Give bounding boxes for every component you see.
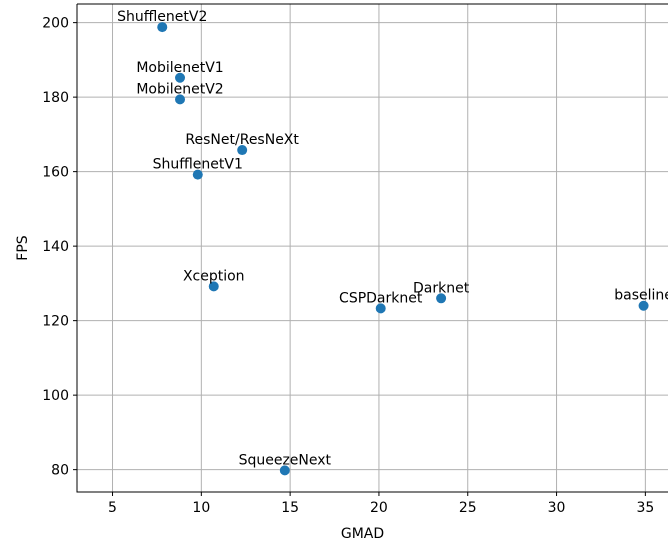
data-point-label: Darknet — [413, 280, 470, 296]
x-tick-label: 25 — [459, 500, 477, 516]
y-tick-label: 200 — [42, 16, 69, 32]
data-point — [237, 145, 248, 156]
x-tick-label: 30 — [548, 500, 566, 516]
x-tick-label: 35 — [636, 500, 654, 516]
data-point-label: baseline — [614, 288, 668, 304]
x-tick-label: 10 — [192, 500, 210, 516]
y-tick-label: 120 — [42, 314, 69, 330]
data-point-label: MobilenetV1 — [136, 60, 223, 76]
y-tick-label: 160 — [42, 165, 69, 181]
data-point — [175, 94, 186, 105]
data-point — [157, 22, 168, 33]
data-point-label: CSPDarknet — [339, 290, 423, 306]
data-point — [192, 169, 203, 180]
y-tick-label: 140 — [42, 239, 69, 255]
data-point — [279, 465, 290, 476]
y-tick-label: 180 — [42, 90, 69, 106]
data-point — [638, 300, 649, 311]
data-point — [208, 281, 219, 292]
x-axis-label: GMAD — [341, 526, 384, 542]
data-point — [436, 293, 447, 304]
axis-ticks: 5 10 15 20 25 30 35 80 100 120 140 160 180 200 — [42, 16, 654, 516]
x-tick-label: 15 — [281, 500, 299, 516]
y-axis-label: FPS — [15, 235, 31, 260]
plot-frame — [76, 3, 668, 493]
data-point — [175, 72, 186, 83]
data-point-label: ShufflenetV1 — [153, 157, 243, 173]
data-point-label: ResNet/ResNeXt — [185, 132, 299, 148]
grid-lines — [77, 4, 668, 492]
x-tick-label: 20 — [370, 500, 388, 516]
data-point-label: SqueezeNext — [239, 452, 332, 468]
x-tick-label: 5 — [108, 500, 117, 516]
data-point — [375, 303, 386, 314]
y-tick-label: 80 — [51, 463, 69, 479]
y-tick-label: 100 — [42, 388, 69, 404]
point-labels: ShufflenetV2 MobilenetV1 MobilenetV2 ResNet… — [117, 9, 668, 468]
data-point-label: Xception — [183, 268, 245, 284]
data-point-label: ShufflenetV2 — [117, 9, 207, 25]
data-points — [157, 22, 649, 476]
data-point-label: MobilenetV2 — [136, 81, 223, 97]
